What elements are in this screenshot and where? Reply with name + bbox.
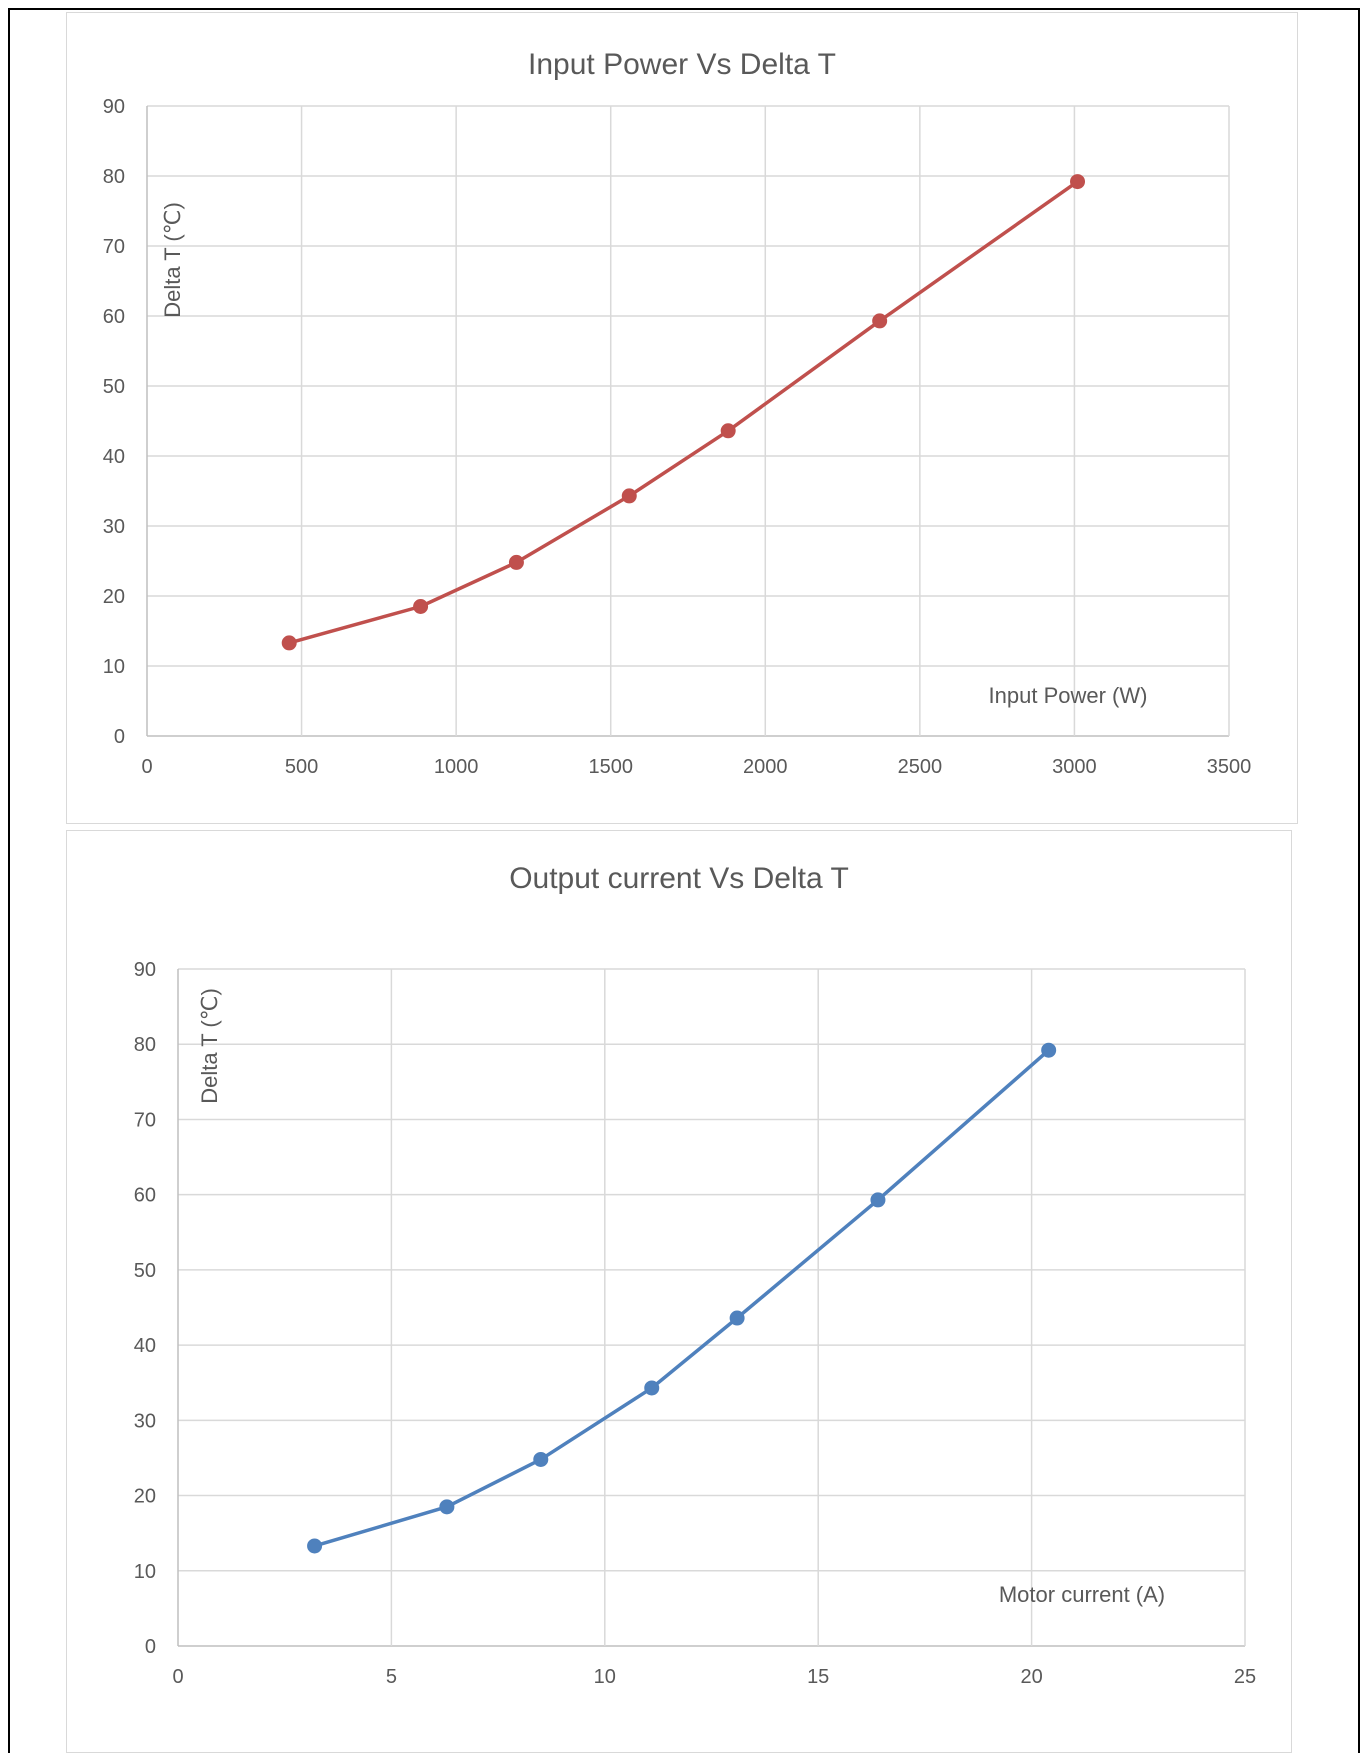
chart1-ytick-label: 90	[103, 96, 125, 118]
chart1-ytick-label: 10	[103, 656, 125, 678]
chart1-data-point	[1070, 174, 1086, 190]
chart1-svg: Input Power Vs Delta T 0 10 20 30 40 50 60 70 80…	[103, 48, 1252, 778]
chart1-ytick-label: 70	[103, 236, 125, 258]
page-frame	[8, 8, 1360, 1753]
chart1-data-point	[872, 313, 888, 329]
chart2-data-point	[439, 1499, 455, 1515]
chart-output-current-vs-delta-t: Output current Vs Delta T 0 10 20 30 40 50 60 7…	[66, 830, 1292, 1753]
chart1-data-point	[413, 599, 429, 614]
chart2-ytick-label: 40	[134, 1335, 156, 1357]
chart2-ytick-label: 70	[134, 1109, 156, 1131]
chart2-data-point	[729, 1310, 745, 1326]
chart2-data-point	[533, 1451, 549, 1467]
chart2-ytick-label: 0	[145, 1636, 156, 1658]
chart1-data-point	[281, 635, 297, 651]
chart2-ytick-label: 80	[134, 1034, 156, 1056]
chart1-ytick-label: 20	[103, 586, 125, 608]
chart1-ytick-label: 50	[103, 376, 125, 398]
chart1-xtick-label: 2500	[898, 756, 943, 778]
chart1-xtick-label: 3500	[1207, 756, 1252, 778]
chart2-data-point	[644, 1380, 660, 1396]
chart2-ylabel: Delta T (℃)	[197, 988, 222, 1104]
chart1-ytick-label: 30	[103, 516, 125, 538]
chart2-xtick-label: 10	[594, 1666, 616, 1688]
chart1-xtick-label: 1500	[588, 756, 633, 778]
chart2-xtick-label: 0	[172, 1666, 183, 1688]
chart1-xlabel: Input Power (W)	[989, 683, 1148, 708]
chart2-ytick-label: 10	[134, 1561, 156, 1583]
chart2-ytick-label: 90	[134, 959, 156, 981]
chart1-ytick-label: 60	[103, 306, 125, 328]
chart1-xtick-label: 0	[141, 756, 152, 778]
chart2-data-point	[870, 1192, 886, 1208]
chart2-data-point	[1041, 1042, 1057, 1058]
chart1-data-point	[508, 554, 524, 570]
chart1-xtick-label: 1000	[434, 756, 479, 778]
chart1-data-point	[720, 423, 736, 439]
chart1-xtick-label: 3000	[1052, 756, 1097, 778]
chart2-title: Output current Vs Delta T	[509, 862, 849, 895]
chart1-xtick-label: 2000	[743, 756, 788, 778]
chart2-ytick-label: 50	[134, 1260, 156, 1282]
chart-input-power-vs-delta-t: Input Power Vs Delta T 0 10 20 30 40 50 60 70 80…	[66, 12, 1298, 824]
chart1-ytick-label: 0	[114, 726, 125, 748]
chart2-series-line	[314, 1048, 1050, 1548]
chart1-ylabel: Delta T (℃)	[160, 202, 185, 318]
chart1-title: Input Power Vs Delta T	[528, 48, 836, 81]
chart1-data-point	[621, 488, 637, 504]
chart1-series-line	[288, 180, 1079, 645]
chart2-xlabel: Motor current (A)	[999, 1582, 1165, 1607]
chart2-xtick-label: 15	[807, 1666, 829, 1688]
chart1-ytick-label: 80	[103, 166, 125, 188]
chart2-xtick-label: 20	[1020, 1666, 1042, 1688]
chart2-ytick-label: 30	[134, 1410, 156, 1432]
chart2-ytick-label: 60	[134, 1185, 156, 1207]
chart2-data-point	[307, 1538, 323, 1554]
chart2-xtick-label: 25	[1234, 1666, 1256, 1688]
chart2-xtick-label: 5	[386, 1666, 397, 1688]
chart2-ytick-label: 20	[134, 1486, 156, 1508]
chart1-ytick-label: 40	[103, 446, 125, 468]
chart1-xtick-label: 500	[285, 756, 318, 778]
chart2-svg: Output current Vs Delta T 01020304050607…	[134, 862, 1256, 1688]
